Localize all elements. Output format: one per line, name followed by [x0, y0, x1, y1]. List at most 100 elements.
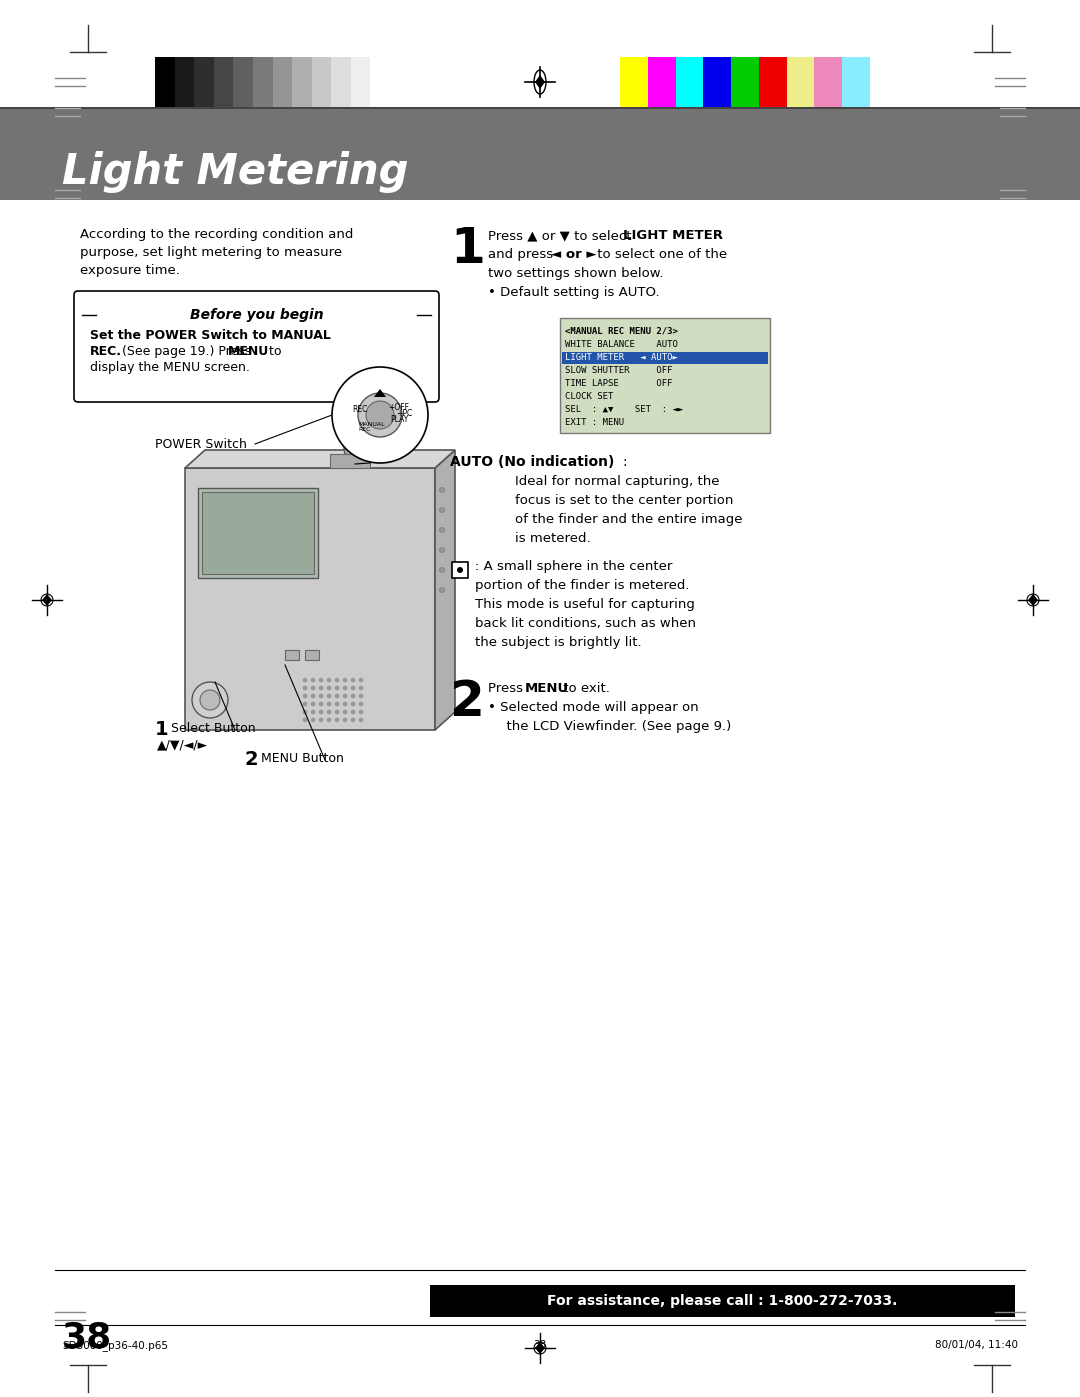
Text: LIGHT METER   ◄ AUTO►: LIGHT METER ◄ AUTO► — [565, 353, 678, 362]
Text: MENU: MENU — [525, 682, 569, 694]
Circle shape — [327, 686, 330, 690]
Circle shape — [351, 703, 355, 705]
Text: +OFF: +OFF — [388, 402, 409, 412]
Bar — [370, 57, 390, 108]
Polygon shape — [535, 75, 545, 89]
Text: POWER Switch: POWER Switch — [156, 439, 247, 451]
Circle shape — [327, 703, 330, 705]
Text: Press ▲ or ▼ to select: Press ▲ or ▼ to select — [488, 229, 636, 242]
Bar — [253, 57, 272, 108]
Polygon shape — [1028, 594, 1038, 606]
Circle shape — [345, 432, 376, 464]
Text: AUTO (No indication): AUTO (No indication) — [450, 455, 615, 469]
Text: ◄ or ►: ◄ or ► — [551, 249, 596, 261]
Text: to exit.: to exit. — [559, 682, 610, 694]
Text: Ideal for normal capturing, the: Ideal for normal capturing, the — [515, 475, 719, 488]
Bar — [305, 650, 319, 659]
Circle shape — [303, 710, 307, 714]
Circle shape — [319, 694, 323, 698]
Bar — [233, 57, 253, 108]
Text: and press: and press — [488, 249, 557, 261]
Circle shape — [319, 678, 323, 682]
Circle shape — [357, 393, 402, 437]
Circle shape — [440, 588, 445, 592]
Circle shape — [351, 678, 355, 682]
Circle shape — [327, 678, 330, 682]
Circle shape — [327, 694, 330, 698]
Bar — [312, 57, 332, 108]
Bar — [453, 562, 468, 578]
Text: SLOW SHUTTER     OFF: SLOW SHUTTER OFF — [565, 366, 673, 374]
Circle shape — [359, 678, 363, 682]
Circle shape — [343, 703, 347, 705]
Bar — [561, 319, 770, 433]
Circle shape — [303, 718, 307, 722]
Circle shape — [440, 507, 445, 513]
Circle shape — [359, 718, 363, 722]
Circle shape — [343, 718, 347, 722]
Circle shape — [311, 694, 315, 698]
Bar — [814, 57, 842, 108]
Circle shape — [303, 694, 307, 698]
Bar — [620, 57, 648, 108]
Circle shape — [311, 686, 315, 690]
Text: LIGHT METER: LIGHT METER — [623, 229, 723, 242]
Circle shape — [351, 686, 355, 690]
Circle shape — [327, 710, 330, 714]
Circle shape — [311, 703, 315, 705]
Circle shape — [319, 686, 323, 690]
Polygon shape — [185, 450, 455, 468]
Text: For assistance, please call : 1-800-272-7033.: For assistance, please call : 1-800-272-… — [548, 1294, 897, 1308]
Text: MENU: MENU — [228, 345, 269, 358]
Circle shape — [343, 694, 347, 698]
Text: to select one of the: to select one of the — [593, 249, 727, 261]
Text: REC.: REC. — [90, 345, 122, 358]
Circle shape — [359, 686, 363, 690]
Text: TIME LAPSE       OFF: TIME LAPSE OFF — [565, 379, 673, 388]
Bar — [202, 492, 314, 574]
Text: Press: Press — [488, 682, 527, 694]
Bar — [198, 488, 318, 578]
Circle shape — [335, 686, 339, 690]
Text: 2: 2 — [450, 678, 485, 726]
Circle shape — [319, 703, 323, 705]
Text: PLAY: PLAY — [390, 415, 408, 423]
Bar — [759, 57, 786, 108]
Text: REC: REC — [352, 405, 367, 415]
Bar — [332, 57, 351, 108]
Circle shape — [440, 488, 445, 493]
Circle shape — [359, 694, 363, 698]
Text: • Default setting is AUTO.: • Default setting is AUTO. — [488, 286, 660, 299]
Polygon shape — [185, 468, 435, 731]
Polygon shape — [535, 1343, 545, 1354]
Circle shape — [366, 401, 394, 429]
Text: WHITE BALANCE    AUTO: WHITE BALANCE AUTO — [565, 339, 678, 349]
Text: +PC: +PC — [396, 408, 413, 418]
Circle shape — [332, 367, 428, 462]
Bar — [676, 57, 703, 108]
Text: exposure time.: exposure time. — [80, 264, 180, 277]
Circle shape — [343, 686, 347, 690]
Text: back lit conditions, such as when: back lit conditions, such as when — [475, 617, 696, 630]
Bar — [430, 1285, 1015, 1317]
Bar — [285, 650, 299, 659]
Text: portion of the finder is metered.: portion of the finder is metered. — [475, 578, 689, 592]
Circle shape — [335, 710, 339, 714]
Bar — [648, 57, 676, 108]
Circle shape — [303, 686, 307, 690]
Circle shape — [335, 694, 339, 698]
Text: is metered.: is metered. — [515, 532, 591, 545]
Circle shape — [335, 703, 339, 705]
Bar — [351, 57, 370, 108]
Circle shape — [200, 690, 220, 710]
Circle shape — [440, 548, 445, 552]
Text: 2: 2 — [245, 750, 258, 768]
Circle shape — [319, 718, 323, 722]
Circle shape — [311, 678, 315, 682]
Circle shape — [303, 703, 307, 705]
Text: ▲/▼/◄/►: ▲/▼/◄/► — [157, 738, 208, 752]
Text: CLOCK SET: CLOCK SET — [565, 393, 613, 401]
Bar — [330, 454, 370, 468]
FancyBboxPatch shape — [75, 291, 438, 402]
Text: the subject is brightly lit.: the subject is brightly lit. — [475, 636, 642, 650]
